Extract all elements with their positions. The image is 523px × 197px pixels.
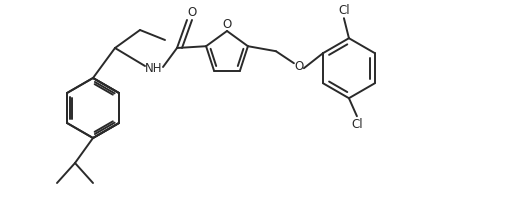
Text: O: O [222,18,232,31]
Text: O: O [187,6,197,19]
Text: Cl: Cl [351,118,363,131]
Text: NH: NH [145,61,163,74]
Text: Cl: Cl [338,4,350,17]
Text: O: O [294,60,303,73]
